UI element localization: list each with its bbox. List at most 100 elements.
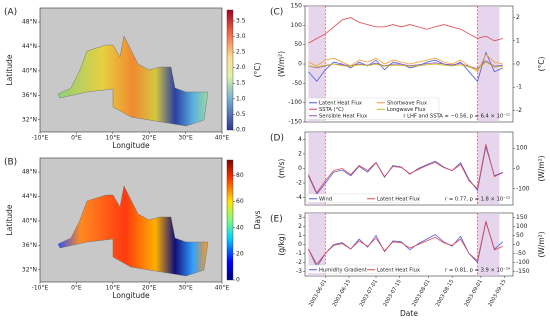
x-tick-label: 30°E [178,135,193,142]
annotation: r = 0.77, p = 1.8 × 10⁻²³ [445,197,510,203]
y-tick-label: 0 [298,241,302,248]
y2-tick-label: -1 [516,84,522,91]
colorbar-tick-label: 60 [236,198,244,205]
y-tick-label: 0 [298,61,302,68]
y2-tick-label: -150 [516,268,530,275]
y-tick-label: -50 [292,80,302,87]
x-tick-label: -10°E [32,285,49,292]
y-tick-label: -1 [296,250,302,257]
colorbar-tick-label: 0.0 [236,127,246,134]
map-b [39,157,223,283]
y2-tick-label: 1 [516,37,520,44]
y-tick-label: 48°N [22,19,37,26]
y-tick-label: -2 [296,180,302,187]
y-tick-label: 4 [298,136,302,143]
panel-label: (C) [270,8,283,18]
colorbar-tick-label: 3.5 [236,17,246,24]
x-tick-label: 40°E [215,285,230,292]
legend-box [306,264,420,274]
x-tick-label: 0°E [71,285,82,292]
series-line [308,61,503,71]
x-tick-label: 2003-08-01 [411,279,431,308]
colorbar-tick-label: 40 [236,224,244,231]
y2-tick-label: 100 [516,145,528,152]
y-tick-label: 32°N [22,266,37,273]
series-line [308,144,504,194]
y2-tick-label: 2 [516,14,520,21]
y-tick-label: -2 [296,259,302,266]
annotation: r = 0.81, p = 3.9 × 10⁻²⁹ [445,268,510,274]
legend-label: Latent Heat Flux [377,267,420,273]
x-tick-label: 2003-07-01 [359,279,379,308]
x-tick-label: 2003-06-15 [332,279,352,308]
annotation: r LHF and SSTA = −0.56, p = 6.4 × 10⁻¹² [403,114,510,120]
y-tick-label: 48°N [22,169,37,176]
y2-tick-label: 0 [516,241,520,248]
panel-label: (D) [270,134,284,144]
y-tick-label: 40°N [22,217,37,224]
y-tick-label: 3 [298,214,302,221]
x-tick-label: 40°E [215,135,230,142]
y-tick-label: 36°N [22,92,37,99]
legend-label: SSTA (°C) [319,107,344,113]
colorbar-tick-label: 0 [236,277,240,284]
y2-tick-label: 0 [516,165,520,172]
y-tick-label: 44°N [22,193,37,200]
colorbar-label: Days [253,211,262,230]
x-tick-label: 10°E [106,135,121,142]
colorbar [226,9,234,131]
legend-label: Latent Heat Flux [319,100,362,106]
y-tick-label: 100 [291,22,303,29]
panel-label: (B) [4,158,17,168]
y-axis-label: (W/m²) [277,51,286,77]
legend-label: Latent Heat Flux [377,196,420,202]
y2-tick-label: -100 [516,259,530,266]
x-tick-label: 2003-07-15 [382,279,402,308]
x-tick-label: 30°E [178,285,193,292]
legend-box [306,97,440,120]
x-tick-label: 2003-06-01 [308,279,328,308]
y2-axis-label: (W/m²) [537,231,546,257]
y2-tick-label: 150 [516,214,528,221]
y-tick-label: 50 [294,41,302,48]
x-axis-label: Date [400,309,418,318]
y-tick-label: 1 [298,232,302,239]
legend-box [306,193,420,203]
colorbar-tick-label: 80 [236,172,244,179]
y2-tick-label: -100 [516,185,530,192]
y-axis-label: (g/kg) [277,233,286,255]
legend-label: Shortwave Flux [387,100,427,106]
x-axis-label: Longitude [112,291,150,300]
colorbar-tick-label: 1.5 [236,80,246,87]
x-tick-label: 2003-09-15 [487,279,507,308]
shaded-span [308,6,326,122]
y-axis-label: Latitude [5,54,14,85]
panel-label: (A) [4,8,17,18]
y-tick-label: 40°N [22,67,37,74]
y-tick-label: -100 [288,99,302,106]
series-line [308,53,503,73]
series-line [308,17,504,44]
series-line [308,220,504,266]
legend-label: Humidity Gradient [319,267,367,273]
y2-tick-label: 100 [516,223,528,230]
y-tick-label: 36°N [22,242,37,249]
legend-label: Longwave Flux [387,107,426,113]
y-tick-label: 32°N [22,116,37,123]
colorbar-tick-label: 3.0 [236,33,246,40]
y2-tick-label: -2 [516,107,522,114]
legend-label: Sensible Heat Flux [319,113,367,119]
legend-label: Wind [319,196,332,202]
x-axis-label: Longitude [112,141,150,150]
x-tick-label: 2003-09-01 [464,279,484,308]
y-tick-label: 2 [298,150,302,157]
colorbar-tick-label: 0.5 [236,111,246,118]
shaded-span [477,213,500,276]
y2-axis-label: (°C) [537,57,546,72]
panel-label: (E) [270,215,283,225]
y-tick-label: 150 [291,3,303,10]
y-tick-label: -4 [296,194,302,201]
colorbar-tick-label: 2.5 [236,49,246,56]
x-tick-label: 20°E [142,285,157,292]
